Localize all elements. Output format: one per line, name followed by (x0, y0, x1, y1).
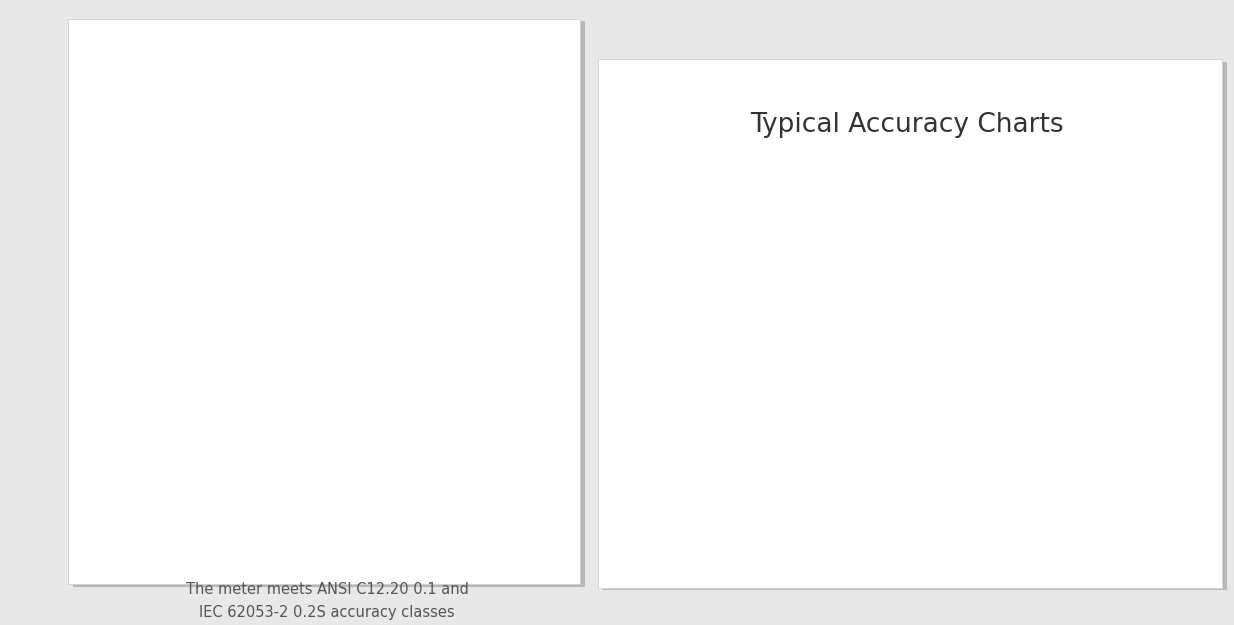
Title: Nexus 1450 Class 20 Accuracy (PF = 1): Nexus 1450 Class 20 Accuracy (PF = 1) (227, 41, 470, 51)
Text: I[A]: I[A] (1190, 533, 1206, 542)
Title: Nexus 1450 Class 2 Accuracy (PF = 1): Nexus 1450 Class 2 Accuracy (PF = 1) (807, 257, 1044, 267)
Text: Error[%]: Error[%] (631, 253, 668, 261)
Legend: Nexus 1450, ANSI C12.20-2015, IEC 62053-22, EIG: Nexus 1450, ANSI C12.20-2015, IEC 62053-… (432, 61, 545, 124)
Text: Error[%]: Error[%] (120, 29, 158, 38)
Text: The meter meets ANSI C12.20 0.1 and
IEC 62053-2 0.2S accuracy classes: The meter meets ANSI C12.20 0.1 and IEC … (185, 582, 469, 621)
Text: Typical Accuracy Charts: Typical Accuracy Charts (750, 112, 1064, 138)
Legend: Nexus 1450, ANSI C12.20, IEC 62053-22, EIG: Nexus 1450, ANSI C12.20, IEC 62053-22, E… (1087, 276, 1181, 339)
Text: I[A]: I[A] (553, 518, 569, 526)
